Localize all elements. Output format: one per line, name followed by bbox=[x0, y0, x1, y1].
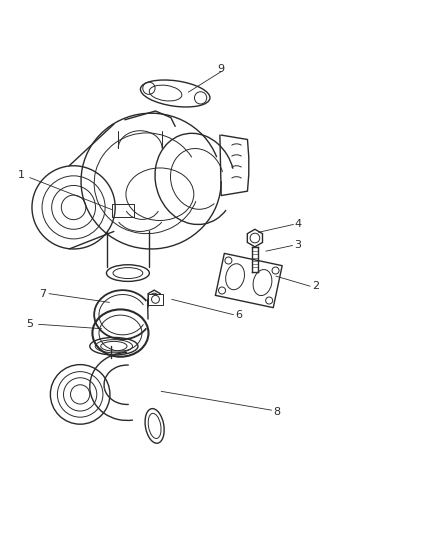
Bar bbox=[112, 204, 134, 217]
Text: 2: 2 bbox=[312, 281, 319, 291]
Text: 4: 4 bbox=[294, 220, 301, 229]
Bar bbox=[148, 294, 163, 304]
Text: 9: 9 bbox=[218, 63, 225, 74]
Text: 6: 6 bbox=[235, 310, 242, 320]
Text: 5: 5 bbox=[26, 319, 33, 329]
Text: 1: 1 bbox=[18, 169, 25, 180]
Polygon shape bbox=[247, 229, 262, 247]
Text: 3: 3 bbox=[294, 240, 301, 251]
Polygon shape bbox=[148, 290, 160, 304]
Text: 8: 8 bbox=[273, 407, 280, 417]
Text: 7: 7 bbox=[39, 289, 46, 298]
